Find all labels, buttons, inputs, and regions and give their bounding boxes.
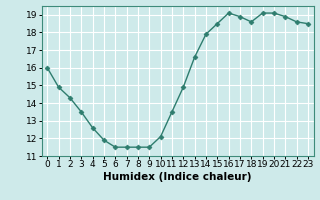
X-axis label: Humidex (Indice chaleur): Humidex (Indice chaleur) [103,172,252,182]
